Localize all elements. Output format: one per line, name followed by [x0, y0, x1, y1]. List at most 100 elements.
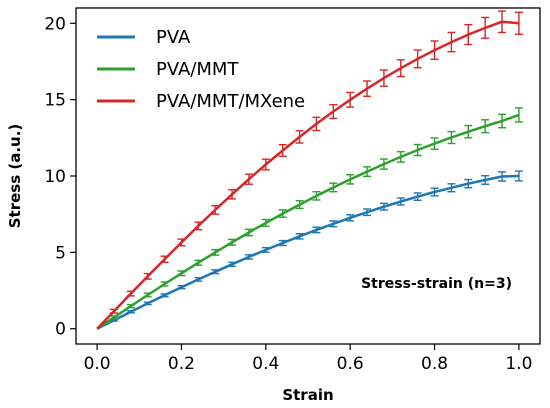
error-bar: [177, 284, 186, 290]
error-bar: [295, 130, 304, 144]
error-bar: [312, 116, 321, 132]
error-bar: [126, 290, 135, 297]
legend-item: PVA: [97, 27, 191, 48]
error-bar: [143, 272, 152, 280]
series-pva-mmt-mxene: [96, 10, 523, 330]
error-bar: [295, 200, 304, 210]
error-bar: [228, 238, 237, 246]
error-bar: [363, 80, 372, 97]
error-bar: [363, 166, 372, 178]
error-bar: [379, 69, 388, 87]
error-bar: [413, 192, 422, 201]
error-bar: [346, 214, 355, 222]
error-bar: [447, 31, 456, 53]
error-bar: [143, 301, 152, 306]
error-bar: [363, 208, 372, 217]
x-axis-label: Strain: [282, 386, 333, 404]
error-bar: [514, 107, 523, 123]
error-bar: [177, 238, 186, 247]
error-bar: [481, 174, 490, 185]
error-bar: [109, 315, 118, 320]
error-bar: [498, 113, 507, 129]
error-bar: [295, 233, 304, 240]
x-tick-label: 0.0: [84, 354, 111, 374]
error-bar: [481, 16, 490, 39]
error-bar: [498, 171, 507, 182]
x-tick-label: 0.8: [421, 354, 448, 374]
x-tick-label: 0.6: [337, 354, 364, 374]
error-bar: [261, 246, 270, 253]
error-bar: [396, 151, 405, 163]
series-pva: [96, 170, 523, 330]
y-axis: 0 5 10 15 20: [44, 14, 76, 340]
error-bar: [160, 281, 169, 287]
error-bar: [430, 40, 439, 61]
error-bar: [211, 248, 220, 256]
error-bar: [278, 209, 287, 218]
error-bar: [514, 170, 523, 182]
y-tick-label: 20: [44, 14, 66, 34]
legend-item: PVA/MMT: [97, 59, 239, 80]
error-bar: [329, 182, 338, 193]
error-bar: [447, 130, 456, 145]
legend: PVA PVA/MMT PVA/MMT/MXene: [97, 27, 305, 112]
error-bar: [481, 119, 490, 134]
error-bar: [244, 228, 253, 237]
x-tick-label: 0.4: [252, 354, 279, 374]
error-bar: [413, 143, 422, 157]
error-bar: [396, 59, 405, 78]
error-bar: [396, 197, 405, 206]
y-tick-label: 15: [44, 91, 66, 111]
error-bar: [211, 269, 220, 275]
error-bar: [278, 143, 287, 157]
error-bar: [379, 158, 388, 170]
error-bar: [464, 178, 473, 189]
error-bar: [126, 303, 135, 309]
error-bar: [514, 11, 523, 35]
error-bar: [447, 183, 456, 193]
x-tick-label: 0.2: [168, 354, 195, 374]
legend-label: PVA/MMT/MXene: [156, 91, 305, 112]
error-bar: [261, 158, 270, 171]
error-bar: [329, 220, 338, 228]
legend-label: PVA: [156, 27, 191, 48]
error-bar: [261, 218, 270, 227]
x-tick-label: 1.0: [505, 354, 532, 374]
x-axis: 0.0 0.2 0.4 0.6 0.8 1.0: [84, 344, 532, 374]
error-bar: [194, 259, 203, 266]
error-bar: [228, 189, 237, 200]
y-tick-label: 0: [55, 320, 66, 340]
legend-item: PVA/MMT/MXene: [97, 91, 305, 112]
error-bar: [329, 103, 338, 120]
error-bar: [346, 91, 355, 108]
error-bar: [430, 187, 439, 197]
error-bar: [413, 49, 422, 69]
error-bar: [160, 293, 169, 298]
error-bar: [143, 292, 152, 298]
error-bar: [346, 174, 355, 185]
error-bar: [109, 308, 118, 314]
error-bar: [194, 277, 203, 282]
error-bar: [464, 124, 473, 139]
y-tick-label: 10: [44, 167, 66, 187]
series-pva-mmt: [96, 107, 523, 330]
y-axis-label: Stress (a.u.): [6, 124, 24, 229]
error-bar: [244, 254, 253, 260]
error-bar: [464, 23, 473, 46]
error-bar: [194, 221, 203, 231]
error-bar: [211, 204, 220, 215]
plot-area: [96, 10, 523, 330]
y-tick-label: 5: [55, 243, 66, 263]
error-bar: [430, 137, 439, 150]
error-bar: [312, 226, 321, 234]
error-bar: [177, 270, 186, 277]
error-bar: [498, 10, 507, 34]
error-bar: [312, 191, 321, 201]
error-bar: [244, 173, 253, 185]
annotation-text: Stress-strain (n=3): [361, 276, 512, 292]
error-bar: [379, 202, 388, 211]
legend-label: PVA/MMT: [156, 59, 239, 80]
error-bar: [160, 255, 169, 263]
error-bar: [126, 310, 135, 314]
